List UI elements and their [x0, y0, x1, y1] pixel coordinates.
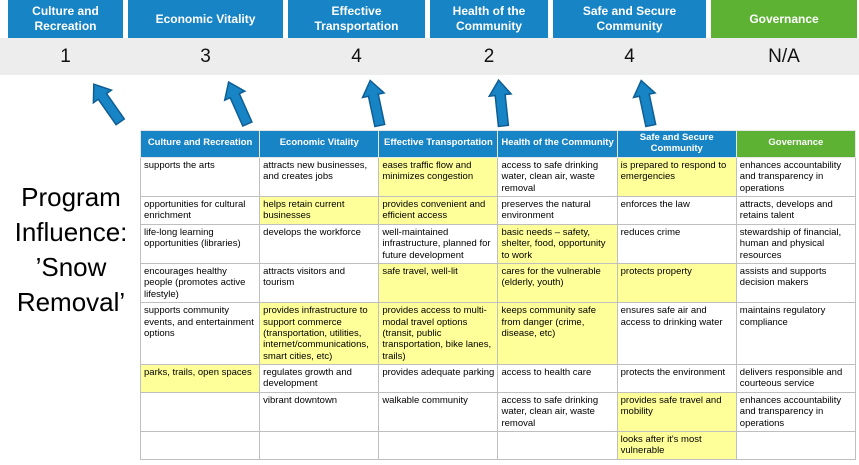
matrix-cell-r3-c3: well-maintained infrastructure, planned … [378, 223, 499, 264]
up-arrow-icon [487, 78, 513, 128]
matrix-cell-r2-c6: attracts, develops and retains talent [735, 196, 857, 225]
matrix-cell-r5-c1: supports community events, and entertain… [139, 302, 261, 366]
matrix-cell-r3-c6: stewardship of financial, human and phys… [735, 223, 857, 264]
matrix-cell-r8-c4 [497, 431, 618, 460]
score-value-2: 3 [200, 45, 211, 67]
up-arrow-icon [632, 79, 657, 128]
matrix-col-header-4: Health of the Community [497, 130, 618, 158]
matrix-row-6: parks, trails, open spaces regulates grow… [139, 364, 857, 393]
category-box-6: Governance [711, 0, 857, 38]
matrix-cell-r4-c5: protects property [616, 262, 737, 304]
matrix-cell-r8-c1 [139, 431, 261, 460]
slide-title: Program Influence: ’Snow Removal’ [14, 182, 128, 318]
matrix-cell-r1-c3: eases traffic flow and minimizes congest… [378, 156, 499, 198]
matrix-cell-r2-c1: opportunities for cultural enrichment [139, 196, 261, 225]
matrix-cell-r6-c5: protects the environment [616, 364, 737, 393]
score-value-4: 2 [483, 45, 495, 67]
up-arrow-icon [361, 79, 386, 128]
matrix-cell-r8-c3 [378, 431, 499, 460]
score-row: 1 3 4 2 4 N/A [8, 38, 857, 75]
matrix-col-header-5: Safe and Secure Community [616, 130, 737, 158]
matrix-cell-r1-c4: access to safe drinking water, clean air… [497, 156, 618, 198]
matrix-cell-r1-c6: enhances accountability and transparency… [735, 156, 857, 198]
matrix-cell-r8-c2 [259, 431, 380, 460]
matrix-cell-r1-c1: supports the arts [139, 156, 261, 198]
matrix-cell-r7-c4: access to safe drinking water, clean air… [497, 391, 618, 433]
matrix-cell-r4-c3: safe travel, well-lit [378, 262, 499, 304]
matrix-cell-r4-c2: attracts visitors and tourism [259, 262, 380, 304]
matrix-row-3: life-long learning opportunities (librar… [139, 223, 857, 264]
matrix-cell-r2-c2: helps retain current businesses [259, 196, 380, 225]
matrix-header-row: Culture and Recreation Economic Vitality E… [139, 130, 857, 158]
category-box-4: Health of the Community [430, 0, 548, 38]
matrix-cell-r3-c4: basic needs – safety, shelter, food, opp… [497, 223, 618, 264]
arrows [92, 78, 657, 128]
score-band [0, 38, 859, 75]
matrix-col-header-6: Governance [735, 130, 857, 158]
matrix-cell-r1-c5: is prepared to respond to emergencies [616, 156, 737, 198]
category-box-5: Safe and Secure Community [553, 0, 706, 38]
matrix-col-header-3: Effective Transportation [378, 130, 499, 158]
matrix-cell-r6-c2: regulates growth and development [259, 364, 380, 393]
matrix-cell-r5-c4: keeps community safe from danger (crime,… [497, 302, 618, 366]
matrix-row-2: opportunities for cultural enrichment hel… [139, 196, 857, 225]
score-value-1: 1 [60, 45, 71, 67]
matrix-cell-r6-c3: provides adequate parking [378, 364, 499, 393]
matrix-col-header-2: Economic Vitality [259, 130, 380, 158]
matrix-cell-r3-c1: life-long learning opportunities (librar… [139, 223, 261, 264]
matrix-cell-r1-c2: attracts new businesses, and creates job… [259, 156, 380, 198]
matrix-cell-r2-c3: provides convenient and efficient access [378, 196, 499, 225]
matrix-cell-r7-c6: enhances accountability and transparency… [735, 391, 857, 433]
category-box-3: Effective Transportation [288, 0, 425, 38]
matrix-cell-r2-c5: enforces the law [616, 196, 737, 225]
matrix-cell-r7-c5: provides safe travel and mobility [616, 391, 737, 433]
matrix-cell-r5-c3: provides access to multi-modal travel op… [378, 302, 499, 366]
score-value-6: N/A [768, 45, 800, 67]
matrix-cell-r3-c5: reduces crime [616, 223, 737, 264]
matrix-cell-r3-c2: develops the workforce [259, 223, 380, 264]
category-box-2: Economic Vitality [128, 0, 283, 38]
matrix-col-header-1: Culture and Recreation [139, 130, 261, 158]
matrix-cell-r7-c2: vibrant downtown [259, 391, 380, 433]
matrix-row-8: looks after it's most vulnerable [139, 431, 857, 460]
matrix-cell-r5-c6: maintains regulatory compliance [735, 302, 857, 366]
matrix-cell-r7-c1 [139, 391, 261, 433]
matrix-cell-r5-c2: provides infrastructure to support comme… [259, 302, 380, 366]
matrix-body: supports the arts attracts new businesses… [139, 156, 857, 460]
matrix-cell-r4-c1: encourages healthy people (promotes acti… [139, 262, 261, 304]
matrix-cell-r8-c6 [735, 431, 857, 460]
influence-matrix: Culture and Recreation Economic Vitality E… [139, 130, 857, 460]
matrix-cell-r6-c4: access to health care [497, 364, 618, 393]
category-box-1: Culture and Recreation [8, 0, 123, 38]
matrix-cell-r7-c3: walkable community [378, 391, 499, 433]
matrix-row-4: encourages healthy people (promotes acti… [139, 262, 857, 304]
matrix-cell-r4-c4: cares for the vulnerable (elderly, youth… [497, 262, 618, 304]
matrix-cell-r6-c1: parks, trails, open spaces [139, 364, 261, 393]
up-arrow-icon [92, 83, 126, 126]
up-arrow-icon [223, 80, 253, 128]
matrix-cell-r4-c6: assists and supports decision makers [735, 262, 857, 304]
matrix-cell-r5-c5: ensures safe air and access to drinking … [616, 302, 737, 366]
matrix-row-1: supports the arts attracts new businesses… [139, 156, 857, 198]
matrix-row-5: supports community events, and entertain… [139, 302, 857, 366]
score-value-5: 4 [624, 45, 635, 67]
matrix-cell-r2-c4: preserves the natural environment [497, 196, 618, 225]
matrix-cell-r8-c5: looks after it's most vulnerable [616, 431, 737, 460]
category-row: Culture and Recreation Economic Vitality E… [8, 0, 857, 38]
matrix-row-7: vibrant downtown walkable community access… [139, 391, 857, 433]
score-value-3: 4 [351, 45, 362, 67]
matrix-cell-r6-c6: delivers responsible and courteous servi… [735, 364, 857, 393]
